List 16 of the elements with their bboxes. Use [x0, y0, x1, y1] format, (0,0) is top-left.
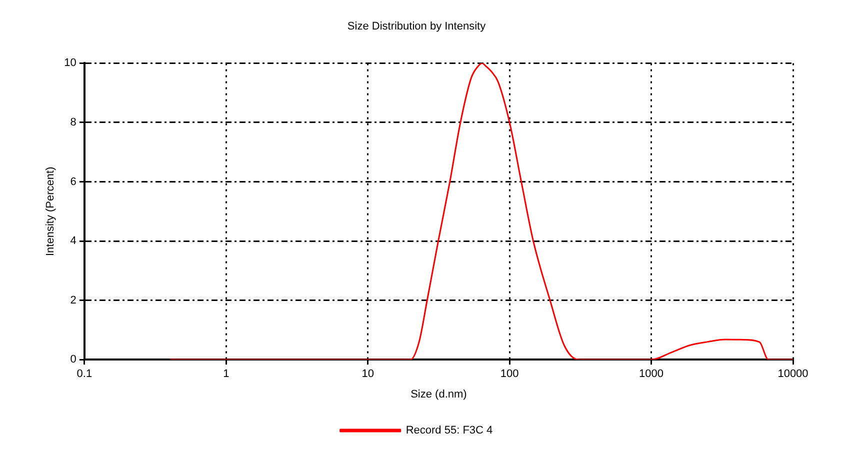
x-tick-label: 10 [362, 368, 374, 380]
x-axis-title: Size (d.nm) [410, 388, 467, 400]
x-tick-label: 0.1 [76, 368, 92, 380]
chart-title: Size Distribution by Intensity [347, 20, 486, 33]
x-tick-label: 10000 [778, 368, 808, 380]
x-tick-label: 1000 [639, 368, 664, 380]
y-tick-label: 2 [70, 294, 76, 306]
text: Record 55: F3C 4 [406, 424, 493, 437]
y-tick-label: 0 [70, 354, 76, 366]
y-axis-title: Intensity (Percent) [44, 166, 57, 256]
y-tick-label: 4 [70, 235, 76, 248]
y-tick-label: 8 [70, 116, 76, 129]
y-tick-label: 10 [64, 57, 76, 70]
x-tick-label: 100 [500, 368, 519, 380]
y-tick-label: 6 [70, 176, 76, 188]
x-tick-label: 1 [223, 368, 230, 380]
